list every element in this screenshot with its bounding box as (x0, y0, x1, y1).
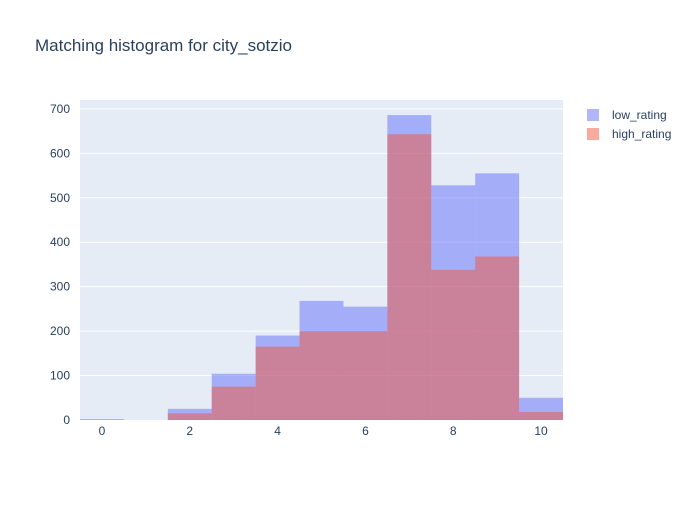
bar-high_rating-10[interactable] (519, 412, 563, 420)
y-tick-label: 500 (50, 191, 70, 205)
bar-high_rating-4[interactable] (255, 346, 300, 420)
bars[interactable] (80, 115, 563, 420)
bar-high_rating-8[interactable] (431, 269, 476, 420)
legend-label: high_rating (612, 127, 671, 141)
bar-high_rating-9[interactable] (475, 256, 520, 420)
legend[interactable]: low_rating high_rating (587, 108, 671, 141)
series-high_rating[interactable] (167, 134, 563, 420)
y-tick-label: 400 (50, 235, 70, 249)
legend-item-low_rating[interactable]: low_rating (587, 108, 667, 122)
y-tick-label: 600 (50, 146, 70, 160)
x-tick-label: 4 (274, 424, 281, 438)
y-tick-label: 100 (50, 369, 70, 383)
x-tick-label: 10 (534, 424, 548, 438)
bar-low_rating-0[interactable] (80, 419, 124, 420)
x-tick-label: 0 (99, 424, 106, 438)
x-axis-ticks: 0 2 4 6 8 10 (99, 424, 548, 438)
legend-item-high_rating[interactable]: high_rating (587, 127, 671, 141)
bar-high_rating-7[interactable] (387, 134, 432, 420)
legend-swatch (587, 128, 599, 140)
y-axis-ticks: 0 100 200 300 400 500 600 700 (50, 102, 70, 427)
x-tick-label: 6 (362, 424, 369, 438)
bar-high_rating-2[interactable] (167, 413, 212, 420)
legend-label: low_rating (612, 108, 667, 122)
y-tick-label: 0 (63, 413, 70, 427)
bar-high_rating-3[interactable] (211, 386, 256, 420)
y-tick-label: 200 (50, 324, 70, 338)
y-tick-label: 300 (50, 280, 70, 294)
y-tick-label: 700 (50, 102, 70, 116)
x-tick-label: 2 (186, 424, 193, 438)
legend-swatch (587, 109, 599, 121)
bar-high_rating-5[interactable] (299, 331, 344, 420)
bar-high_rating-6[interactable] (343, 331, 388, 420)
chart-title: Matching histogram for city_sotzio (35, 36, 292, 55)
x-tick-label: 8 (450, 424, 457, 438)
